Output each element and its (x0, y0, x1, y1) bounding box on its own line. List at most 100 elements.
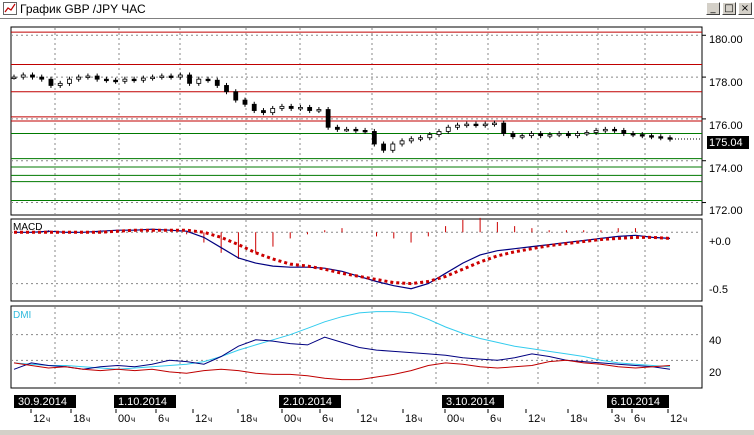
candle-body (667, 137, 673, 140)
candle-body (316, 109, 322, 112)
candle-body (140, 77, 146, 81)
hour-label: 12 (670, 413, 682, 425)
candle-body (288, 105, 294, 109)
hour-suffix: ч (460, 415, 464, 424)
candle-body (159, 75, 165, 78)
macd-label: MACD (13, 222, 42, 233)
candle-body (131, 78, 137, 82)
hour-label: 12 (528, 413, 540, 425)
candle-body (584, 132, 590, 135)
hour-label: 18 (240, 413, 252, 425)
hour-suffix: ч (583, 415, 587, 424)
candle-body (482, 123, 488, 127)
candle-body (390, 143, 396, 151)
candle-body (298, 107, 303, 110)
date-label: 2.10.2014 (283, 396, 332, 408)
date-label: 1.10.2014 (118, 396, 167, 408)
hour-label: 00 (447, 413, 459, 425)
current-price-label: 175.04 (709, 137, 743, 149)
candle-body (658, 136, 664, 139)
candle-body (519, 135, 525, 138)
candle-body (103, 78, 109, 82)
candle-body (593, 130, 599, 133)
candle-body (214, 79, 220, 86)
hour-suffix: ч (86, 415, 90, 424)
candle-body (464, 123, 470, 127)
candle-body (436, 131, 442, 135)
hour-suffix: ч (329, 415, 333, 424)
candle-body (556, 133, 562, 136)
candle-body (242, 99, 248, 105)
date-tag (114, 395, 176, 408)
price-tick-label: 172.00 (709, 205, 743, 217)
hour-label: 18 (570, 413, 582, 425)
price-tick-label: 178.00 (709, 77, 743, 89)
close-button[interactable]: × (738, 2, 752, 15)
candle-body (575, 133, 581, 137)
hour-label: 6 (490, 413, 496, 425)
candle-body (547, 134, 553, 137)
candle-body (11, 76, 17, 79)
minimize-button[interactable]: _ (706, 2, 720, 15)
candle-body (381, 143, 386, 151)
candle-body (344, 128, 350, 132)
hour-label: 18 (405, 413, 417, 425)
dmi-minus-line (13, 359, 671, 381)
candle-body (48, 78, 54, 86)
hour-label: 3 (614, 413, 620, 425)
dmi-tick-label: 20 (709, 367, 721, 379)
hour-suffix: ч (641, 415, 645, 424)
candle-body (445, 126, 451, 132)
chart-area[interactable]: 180.00 178.00 176.00 174.00 172.00 175.0… (0, 19, 754, 430)
candle-body (279, 105, 285, 109)
candle-body (602, 128, 608, 132)
chart-canvas[interactable]: 180.00 178.00 176.00 174.00 172.00 175.0… (0, 19, 754, 430)
candle-body (353, 128, 359, 132)
hour-label: 6 (158, 413, 164, 425)
candle-body (473, 123, 479, 127)
hour-suffix: ч (373, 415, 377, 424)
candle-body (399, 140, 405, 145)
hour-suffix: ч (46, 415, 50, 424)
dmi-label: DMI (13, 310, 31, 321)
title-bar[interactable]: График GBP /JPY ЧАС _ □ × (0, 0, 754, 19)
candle-body (639, 134, 645, 137)
candle-body (224, 85, 229, 93)
candle-body (205, 78, 211, 82)
candle-body (510, 133, 516, 138)
macd-tick-label: +0.0 (709, 236, 731, 248)
candle-body (621, 130, 627, 134)
candle-body (362, 130, 368, 133)
candle-body (76, 76, 82, 80)
candle-body (67, 78, 72, 84)
date-tag (279, 395, 341, 408)
candle-body (565, 133, 571, 137)
hour-suffix: ч (165, 415, 169, 424)
hour-suffix: ч (621, 415, 625, 424)
candle-body (538, 133, 544, 137)
hour-suffix: ч (208, 415, 212, 424)
maximize-button[interactable]: □ (722, 2, 736, 15)
hour-suffix: ч (541, 415, 545, 424)
current-price-tag (707, 136, 749, 149)
hour-suffix: ч (683, 415, 687, 424)
hour-label: 18 (73, 413, 85, 425)
hour-label: 12 (195, 413, 207, 425)
price-tick-label: 174.00 (709, 163, 743, 175)
hour-label: 12 (33, 413, 45, 425)
candle-body (427, 134, 433, 139)
date-tag (607, 395, 669, 408)
date-label: 6.10.2014 (611, 396, 660, 408)
candle-body (612, 128, 617, 132)
candle-body (325, 109, 331, 128)
candle-body (408, 138, 414, 142)
candle-body (261, 110, 266, 114)
candle-body (270, 108, 276, 114)
date-label: 3.10.2014 (446, 396, 495, 408)
candle-body (168, 75, 174, 78)
candle-body (113, 79, 119, 83)
candle-body (455, 124, 460, 128)
candle-body (501, 122, 507, 134)
candle-body (529, 133, 534, 137)
dmi-plus-line (13, 336, 671, 370)
